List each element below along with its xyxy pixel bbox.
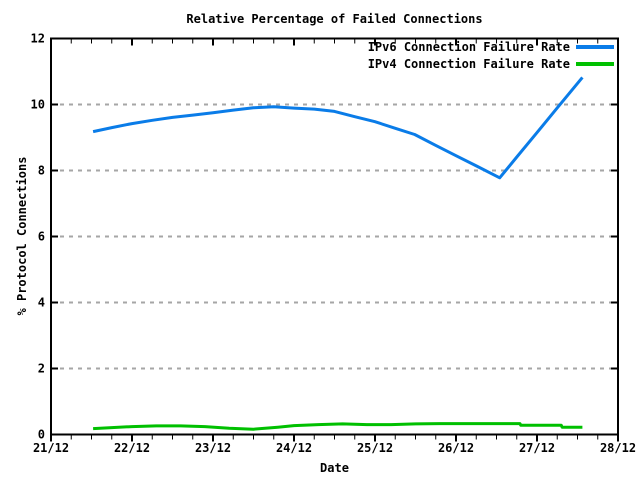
series-line-ipv6 [92, 76, 584, 180]
x-tick-label: 27/12 [519, 441, 555, 455]
y-tick-label: 10 [31, 98, 45, 112]
legend-item-ipv6: IPv6 Connection Failure Rate [368, 39, 614, 54]
x-tick-label: 26/12 [438, 441, 474, 455]
legend-label-ipv6: IPv6 Connection Failure Rate [367, 39, 570, 54]
legend-label-ipv4: IPv4 Connection Failure Rate [367, 56, 570, 71]
y-tick-label: 8 [38, 164, 45, 178]
series-line-ipv4 [93, 422, 583, 431]
legend: IPv6 Connection Failure Rate IPv4 Connec… [368, 39, 614, 71]
chart-title: Relative Percentage of Failed Connection… [186, 12, 483, 26]
legend-line-sample-ipv4 [576, 61, 614, 66]
x-axis-title: Date [320, 461, 349, 475]
y-tick-label: 2 [38, 362, 45, 376]
y-tick-label: 6 [38, 230, 45, 244]
y-tick-label: 12 [31, 32, 45, 46]
y-tick-label: 4 [38, 296, 45, 310]
x-tick-label: 24/12 [276, 441, 312, 455]
legend-item-ipv4: IPv4 Connection Failure Rate [368, 56, 614, 71]
x-tick-label: 25/12 [357, 441, 393, 455]
plot-border [50, 37, 619, 436]
y-tick-label: 0 [38, 428, 45, 442]
x-tick-label: 28/12 [600, 441, 636, 455]
x-tick-label: 22/12 [114, 441, 150, 455]
legend-line-sample-ipv6 [576, 44, 614, 49]
x-tick-label: 21/12 [33, 441, 69, 455]
x-tick-label: 23/12 [195, 441, 231, 455]
y-axis-title: % Protocol Connections [15, 156, 29, 316]
